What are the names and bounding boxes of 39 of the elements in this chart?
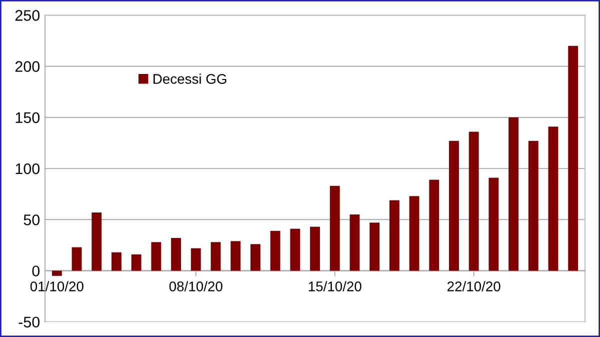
bar: [151, 242, 162, 271]
bar: [468, 132, 479, 271]
bar: [409, 196, 420, 271]
y-tick-label: 100: [16, 163, 40, 174]
y-tick-label: 0: [32, 266, 40, 276]
bar: [290, 228, 300, 271]
bar: [210, 242, 221, 271]
y-tick-label: 50: [24, 214, 40, 226]
bar: [190, 248, 201, 271]
bar: [230, 241, 241, 271]
bar: [548, 126, 558, 271]
bar: [389, 200, 400, 271]
x-tick-label: 01/10/20: [30, 281, 84, 292]
bar: [171, 238, 181, 271]
bar: [131, 254, 142, 271]
bar: [112, 252, 122, 271]
y-tick-label: 150: [16, 112, 40, 124]
legend-label: Decessi GG: [154, 74, 226, 84]
bar: [508, 117, 518, 271]
bar: [350, 214, 360, 271]
y-tick-label: 250: [15, 10, 40, 21]
bar: [72, 247, 82, 271]
bar: [528, 140, 538, 271]
bar: [370, 222, 380, 271]
bar: [330, 186, 340, 271]
bar: [429, 180, 440, 271]
bar: [488, 178, 499, 271]
y-tick-label: -50: [18, 316, 40, 328]
bar: [250, 244, 260, 271]
bar: [92, 212, 102, 271]
bar: [568, 46, 578, 271]
y-tick-label: 200: [15, 61, 40, 72]
bar: [52, 270, 62, 276]
x-tick-label: 08/10/20: [169, 281, 222, 292]
bar: [270, 230, 280, 271]
x-tick-label: 22/10/20: [447, 281, 500, 292]
x-tick-label: 15/10/20: [308, 281, 362, 292]
bar: [449, 140, 459, 271]
bar: [310, 226, 320, 271]
